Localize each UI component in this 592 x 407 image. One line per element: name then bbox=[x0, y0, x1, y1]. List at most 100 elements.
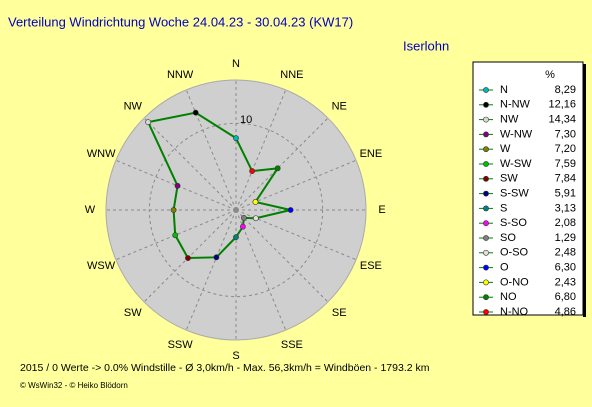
legend-marker bbox=[483, 146, 489, 153]
wind-marker bbox=[233, 135, 239, 142]
legend-box bbox=[472, 61, 584, 316]
station-name: Iserlohn bbox=[403, 38, 449, 53]
legend-marker bbox=[483, 294, 489, 301]
direction-label: SE bbox=[332, 307, 347, 319]
direction-label: E bbox=[378, 204, 385, 216]
legend-value: 7,59 bbox=[555, 158, 576, 170]
direction-label: W bbox=[85, 204, 96, 216]
legend-marker bbox=[483, 101, 489, 108]
wind-marker bbox=[249, 168, 256, 174]
spoke bbox=[185, 89, 237, 211]
spoke bbox=[143, 117, 237, 211]
wind-marker bbox=[241, 215, 247, 221]
wind-marker bbox=[170, 207, 177, 213]
wind-marker bbox=[145, 119, 152, 126]
direction-label: N bbox=[232, 58, 240, 70]
wind-marker bbox=[233, 234, 239, 241]
legend-value: 6,80 bbox=[555, 291, 576, 303]
wind-marker bbox=[174, 182, 181, 189]
spoke bbox=[235, 117, 329, 211]
direction-label: NNW bbox=[167, 69, 194, 81]
legend-value: 12,16 bbox=[548, 99, 576, 111]
legend-name: S-SW bbox=[500, 188, 529, 200]
legend-name: O-SO bbox=[500, 247, 529, 259]
spoke bbox=[185, 209, 237, 331]
legend-value: 3,13 bbox=[555, 202, 576, 214]
direction-label: NE bbox=[332, 101, 347, 113]
direction-label: ENE bbox=[360, 148, 383, 160]
legend-value: 6,30 bbox=[555, 262, 576, 274]
legend-value: 2,43 bbox=[555, 276, 576, 288]
legend-value: 5,91 bbox=[555, 188, 576, 200]
legend-name: N-NW bbox=[500, 99, 531, 111]
direction-label: SSW bbox=[168, 339, 194, 351]
legend-marker bbox=[483, 205, 489, 212]
legend-value: 7,84 bbox=[555, 173, 576, 185]
spoke bbox=[115, 159, 237, 211]
legend-name: SO bbox=[500, 232, 516, 244]
legend-name: NO bbox=[500, 291, 517, 303]
legend-marker bbox=[483, 309, 489, 315]
legend-value: 14,34 bbox=[548, 114, 576, 126]
legend-marker bbox=[483, 175, 489, 182]
legend-marker bbox=[483, 220, 489, 227]
direction-label: SSE bbox=[281, 339, 303, 351]
legend-marker bbox=[483, 161, 489, 167]
legend-marker bbox=[483, 264, 489, 271]
legend-value: 1,29 bbox=[555, 232, 576, 244]
grid-ring bbox=[148, 122, 324, 298]
spoke bbox=[235, 209, 329, 303]
legend-name: NW bbox=[500, 114, 519, 126]
legend-name: S-SO bbox=[500, 217, 527, 229]
legend-name: N bbox=[500, 84, 508, 96]
wind-marker bbox=[287, 207, 294, 213]
spoke bbox=[115, 209, 237, 261]
legend-value: 7,20 bbox=[555, 143, 576, 155]
spoke bbox=[235, 209, 287, 331]
legend-marker bbox=[483, 279, 489, 286]
wind-marker bbox=[274, 165, 281, 172]
direction-label: WNW bbox=[87, 148, 116, 160]
direction-label: S bbox=[232, 350, 239, 362]
spoke bbox=[143, 209, 237, 303]
legend-value: 7,30 bbox=[555, 128, 576, 140]
spoke bbox=[235, 209, 357, 261]
wind-marker bbox=[192, 109, 199, 116]
direction-label: NNE bbox=[280, 69, 303, 81]
legend-name: S bbox=[500, 202, 507, 214]
wind-marker bbox=[252, 199, 259, 205]
chart-title: Verteilung Windrichtung Woche 24.04.23 -… bbox=[8, 14, 353, 29]
direction-label: WSW bbox=[87, 260, 116, 272]
direction-label: SW bbox=[124, 307, 142, 319]
wind-marker bbox=[213, 254, 220, 261]
footer: 2015 / 0 Werte -> 0.0% Windstille - Ø 3,… bbox=[20, 362, 430, 374]
legend-name: O-NO bbox=[500, 276, 529, 288]
spoke bbox=[235, 159, 357, 211]
wind-marker bbox=[239, 223, 246, 230]
legend-name: SW bbox=[500, 173, 518, 185]
legend-marker bbox=[483, 235, 489, 241]
legend-value: 2,08 bbox=[555, 217, 576, 229]
legend-name: W bbox=[500, 143, 511, 155]
legend-value: 8,29 bbox=[555, 84, 576, 96]
wind-marker bbox=[252, 215, 259, 222]
direction-label: ESE bbox=[360, 260, 382, 272]
credit: © WsWin32 - © Heiko Blödorn bbox=[20, 381, 128, 390]
legend-marker bbox=[483, 87, 489, 93]
legend-marker bbox=[483, 190, 489, 197]
legend-marker bbox=[483, 249, 489, 256]
legend-name: N-NO bbox=[500, 306, 529, 318]
legend-shadow bbox=[583, 64, 586, 317]
legend-value: 4,86 bbox=[555, 306, 576, 318]
legend-name: W-SW bbox=[500, 158, 532, 170]
wind-marker bbox=[185, 255, 191, 261]
legend-marker bbox=[483, 131, 489, 138]
legend-marker bbox=[483, 116, 489, 123]
wind-marker bbox=[172, 232, 179, 239]
direction-label: NW bbox=[124, 101, 143, 113]
legend-title: % bbox=[545, 69, 555, 81]
legend-value: 2,48 bbox=[555, 247, 576, 259]
legend-name: W-NW bbox=[500, 128, 533, 140]
legend-name: O bbox=[500, 262, 509, 274]
